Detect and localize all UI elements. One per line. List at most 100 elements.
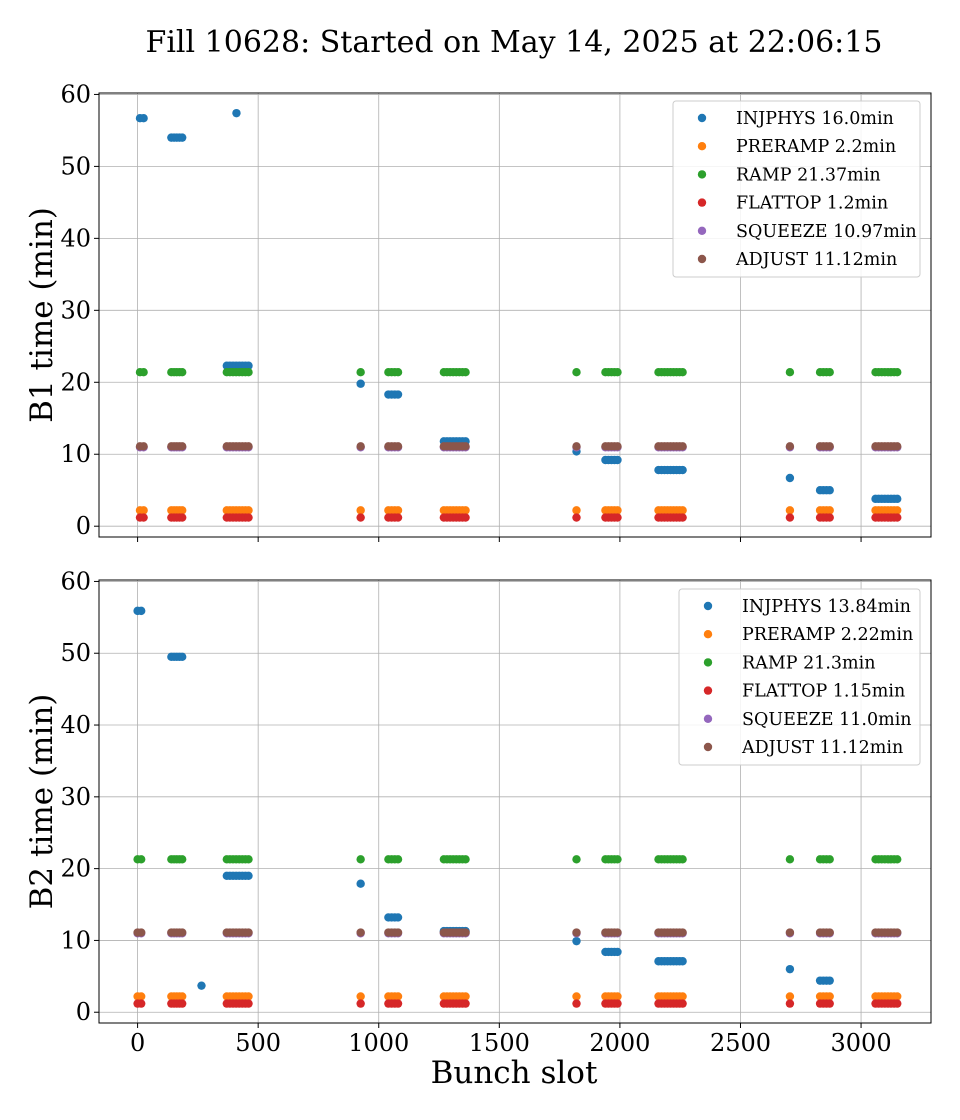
data-point bbox=[613, 455, 622, 465]
legend-marker bbox=[697, 142, 707, 151]
data-point bbox=[572, 513, 581, 522]
data-point bbox=[461, 442, 470, 451]
data-point bbox=[678, 957, 687, 966]
y-tick-label: 10 bbox=[60, 926, 91, 954]
data-point bbox=[356, 506, 365, 515]
legend-marker bbox=[703, 686, 713, 695]
data-point bbox=[244, 368, 253, 377]
data-point bbox=[678, 442, 687, 451]
data-point bbox=[678, 465, 687, 475]
data-point bbox=[461, 855, 470, 864]
data-point bbox=[785, 999, 795, 1008]
data-point bbox=[393, 368, 403, 377]
data-point bbox=[356, 442, 365, 451]
data-point bbox=[825, 999, 834, 1008]
data-point bbox=[461, 992, 470, 1001]
data-point bbox=[893, 368, 902, 377]
data-point bbox=[137, 855, 146, 864]
data-point bbox=[785, 855, 795, 864]
data-point bbox=[178, 999, 187, 1008]
legend-marker bbox=[703, 601, 713, 611]
data-point bbox=[572, 368, 581, 377]
legend-label: RAMP 21.37min bbox=[736, 165, 881, 185]
y-tick-label: 40 bbox=[60, 711, 91, 739]
data-point bbox=[139, 442, 148, 451]
legend-entry-squeeze: SQUEEZE 10.97min bbox=[697, 222, 917, 242]
data-point bbox=[893, 442, 902, 451]
data-point bbox=[393, 442, 403, 451]
data-point bbox=[572, 928, 581, 937]
series-flattop bbox=[133, 999, 902, 1008]
data-point bbox=[244, 506, 253, 515]
data-point bbox=[393, 992, 403, 1001]
legend-entry-ramp: RAMP 21.37min bbox=[697, 165, 881, 185]
legend-entry-squeeze: SQUEEZE 11.0min bbox=[703, 710, 912, 730]
x-tick-label: 1500 bbox=[469, 1029, 530, 1057]
data-point bbox=[572, 442, 581, 451]
x-tick-label: 2500 bbox=[710, 1029, 771, 1057]
y-tick-label: 40 bbox=[60, 224, 91, 252]
data-point bbox=[613, 506, 622, 515]
data-point bbox=[461, 928, 470, 937]
data-point bbox=[137, 606, 146, 616]
data-point bbox=[825, 976, 834, 985]
legend-entry-flattop: FLATTOP 1.2min bbox=[697, 194, 888, 214]
data-point bbox=[461, 999, 470, 1008]
legend-entry-flattop: FLATTOP 1.15min bbox=[703, 682, 905, 702]
data-point bbox=[356, 368, 365, 377]
data-point bbox=[178, 368, 187, 377]
data-point bbox=[893, 999, 902, 1008]
y-tick-label: 20 bbox=[60, 368, 91, 396]
series-preramp bbox=[135, 506, 902, 515]
legend-label: FLATTOP 1.15min bbox=[742, 682, 905, 702]
x-axis-ticks bbox=[137, 537, 862, 542]
legend-label: FLATTOP 1.2min bbox=[736, 194, 888, 214]
x-axis-label: Bunch slot bbox=[431, 1055, 598, 1091]
y-axis-label: B2 time (min) bbox=[24, 694, 60, 910]
data-point bbox=[197, 981, 206, 990]
data-point bbox=[893, 992, 902, 1001]
legend-label: PRERAMP 2.22min bbox=[742, 625, 913, 645]
y-tick-label: 0 bbox=[76, 998, 91, 1026]
data-point bbox=[893, 494, 902, 504]
data-point bbox=[139, 113, 148, 123]
data-point bbox=[461, 513, 470, 522]
legend-marker bbox=[697, 254, 707, 264]
data-point bbox=[393, 513, 403, 522]
data-point bbox=[893, 928, 902, 937]
series-ramp bbox=[133, 855, 902, 864]
legend-label: ADJUST 11.12min bbox=[741, 738, 903, 758]
data-point bbox=[572, 855, 581, 864]
data-point bbox=[137, 928, 146, 937]
data-point bbox=[244, 871, 253, 881]
data-point bbox=[178, 992, 187, 1001]
data-point bbox=[825, 992, 834, 1001]
data-point bbox=[825, 513, 834, 522]
data-point bbox=[613, 368, 622, 377]
data-point bbox=[178, 133, 187, 142]
data-point bbox=[678, 855, 687, 864]
data-point bbox=[393, 928, 403, 937]
data-point bbox=[825, 506, 834, 515]
data-point bbox=[825, 928, 834, 937]
data-point bbox=[137, 992, 146, 1001]
chart-title: Fill 10628: Started on May 14, 2025 at 2… bbox=[146, 25, 883, 60]
data-point bbox=[678, 992, 687, 1001]
data-point bbox=[244, 992, 253, 1001]
data-point bbox=[678, 368, 687, 377]
legend-marker bbox=[697, 198, 707, 207]
data-points bbox=[133, 606, 902, 1008]
data-point bbox=[785, 928, 795, 937]
data-point bbox=[613, 992, 622, 1001]
data-point bbox=[678, 928, 687, 937]
legend-marker bbox=[703, 742, 713, 752]
data-point bbox=[825, 855, 834, 864]
data-point bbox=[785, 513, 795, 522]
data-point bbox=[825, 486, 834, 495]
legend-label: SQUEEZE 11.0min bbox=[742, 710, 912, 730]
data-point bbox=[825, 442, 834, 451]
data-point bbox=[678, 999, 687, 1008]
legend: INJPHYS 13.84min PRERAMP 2.22min RAMP 21.3… bbox=[678, 588, 921, 766]
data-point bbox=[178, 506, 187, 515]
y-tick-label: 20 bbox=[60, 855, 91, 883]
